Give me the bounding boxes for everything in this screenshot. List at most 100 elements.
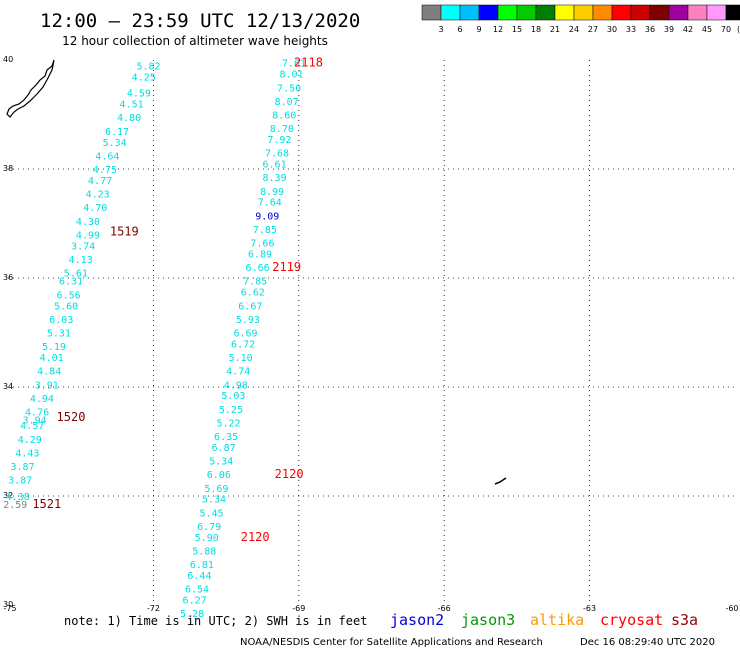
wave-height-point: 4.80 (117, 113, 141, 124)
colorbar-swatch (592, 4, 613, 21)
colorbar-swatch (478, 4, 499, 21)
wave-height-point: 6.31 (59, 277, 83, 288)
wave-height-point: 6.17 (105, 127, 129, 138)
colorbar-label: 36 (645, 25, 655, 34)
wave-height-point: 6.44 (187, 571, 211, 582)
colorbar-label: 45 (702, 25, 712, 34)
wave-height-point: 3.87 (10, 462, 34, 473)
chart-title: 12:00 – 23:59 UTC 12/13/2020 (40, 10, 360, 32)
x-tick-label: -75 (3, 604, 16, 613)
orbit-labels: 2118 1519 2119 1520 2120 1521 2120 (32, 56, 323, 544)
satellite-name: jason2 (390, 611, 444, 629)
wave-height-point: 6.89 (248, 249, 272, 260)
wave-height-point: 5.34 (209, 457, 233, 468)
wave-height-point: 4.43 (15, 448, 39, 459)
wave-height-point: 5.22 (216, 418, 240, 429)
wave-height-point: 5.34 (202, 495, 226, 506)
wave-height-point: 4.99 (76, 230, 100, 241)
orbit-label: 1520 (57, 410, 86, 424)
orbit-label: 2118 (294, 56, 323, 70)
wave-height-point: 6.66 (246, 263, 270, 274)
wave-height-point: 4.76 (25, 408, 49, 419)
x-tick-label: -66 (438, 604, 451, 613)
wave-height-point: 5.61 (64, 269, 88, 280)
colorbar-label: 18 (531, 25, 541, 34)
wave-height-point: 8.99 (260, 187, 284, 198)
colorbar-label: 30 (607, 25, 617, 34)
wave-height-point: 5.88 (192, 547, 216, 558)
wave-height-point: 6.79 (197, 522, 221, 533)
axis-ticks: -75 -72 -69 -66 -63 -60 40 38 36 34 32 30 (3, 55, 739, 613)
wave-height-point: 4.51 (120, 100, 144, 111)
wave-height-point: 6.56 (57, 290, 81, 301)
wave-height-point: 6.27 (183, 596, 207, 607)
colorbar-label: 24 (569, 25, 579, 34)
wave-height-point: 6.35 (214, 432, 238, 443)
wave-height-point: 7.50 (277, 83, 301, 94)
y-tick-label: 32 (3, 491, 13, 500)
x-tick-label: -60 (725, 604, 738, 613)
wave-height-point: 7.68 (265, 149, 289, 160)
x-tick-label: -72 (147, 604, 160, 613)
orbit-label: 2120 (241, 530, 270, 544)
wave-height-point: 4.25 (132, 72, 156, 83)
wave-height-point: 4.13 (69, 255, 93, 266)
wave-height-point: 4.70 (83, 203, 107, 214)
y-tick-label: 40 (3, 55, 13, 64)
colorbar-swatch (497, 4, 518, 21)
colorbar-swatch (554, 4, 575, 21)
wave-height-point: 5.31 (47, 329, 71, 340)
wave-height-point: 6.69 (233, 329, 257, 340)
wave-height-point: 5.10 (229, 353, 253, 364)
y-tick-label: 34 (3, 382, 13, 391)
wave-height-point: 5.25 (219, 405, 243, 416)
colorbar-label: 70 (721, 25, 731, 34)
wave-height-point: 4.84 (37, 367, 61, 378)
island-path (494, 477, 507, 485)
colorbar-swatch (440, 4, 461, 21)
wave-height-point: 8.07 (275, 97, 299, 108)
wave-height-point: 7.85 (253, 225, 277, 236)
wave-height-point: 4.01 (40, 353, 64, 364)
footer-timestamp: Dec 16 08:29:40 UTC 2020 (580, 637, 715, 648)
colorbar-label: 3 (438, 25, 443, 34)
colorbar-label: 21 (550, 25, 560, 34)
wave-height-point: 5.45 (200, 508, 224, 519)
colorbar-unit: (ft) (737, 25, 740, 34)
y-tick-label: 36 (3, 273, 13, 282)
colorbar-swatch (421, 4, 442, 21)
colorbar-swatch (573, 4, 594, 21)
orbit-label: 1519 (110, 225, 139, 239)
satellite-name: jason3 (461, 611, 515, 629)
colorbar-label: 6 (457, 25, 462, 34)
wave-height-point: 5.90 (195, 533, 219, 544)
orbit-label: 1521 (32, 497, 61, 511)
coastline (6, 59, 507, 485)
colorbar-swatch (725, 4, 740, 21)
wave-height-point: 9.09 (255, 211, 279, 222)
wave-height-point: 6.61 (263, 160, 287, 171)
colorbar-label: 33 (626, 25, 636, 34)
colorbar-label: 9 (476, 25, 481, 34)
orbit-label: 2119 (272, 260, 301, 274)
wave-height-point: 7.61 (282, 59, 306, 70)
wave-height-point: 6.54 (185, 585, 209, 596)
chart-subtitle: 12 hour collection of altimeter wave hei… (62, 34, 328, 48)
colorbar-swatch (611, 4, 632, 21)
wave-height-point: 8.01 (279, 70, 303, 81)
x-tick-label: -63 (583, 604, 596, 613)
wave-height-point: 4.64 (95, 151, 119, 162)
y-tick-label: 30 (3, 600, 13, 609)
wave-height-point: 4.94 (30, 394, 54, 405)
wave-height-point: 7.64 (258, 198, 282, 209)
wave-height-point: 8.39 (263, 173, 287, 184)
x-tick-label: -69 (292, 604, 305, 613)
wave-height-point: 5.34 (103, 138, 127, 149)
wave-height-point: 6.87 (212, 443, 236, 454)
wave-height-point: 3.94 (23, 416, 47, 427)
colorbar-swatch (535, 4, 556, 21)
satellite-legend: jason2 jason3 altika cryosat s3a (390, 611, 698, 629)
footer-note: note: 1) Time is in UTC; 2) SWH is in fe… (64, 614, 367, 628)
colorbar-swatch (630, 4, 651, 21)
